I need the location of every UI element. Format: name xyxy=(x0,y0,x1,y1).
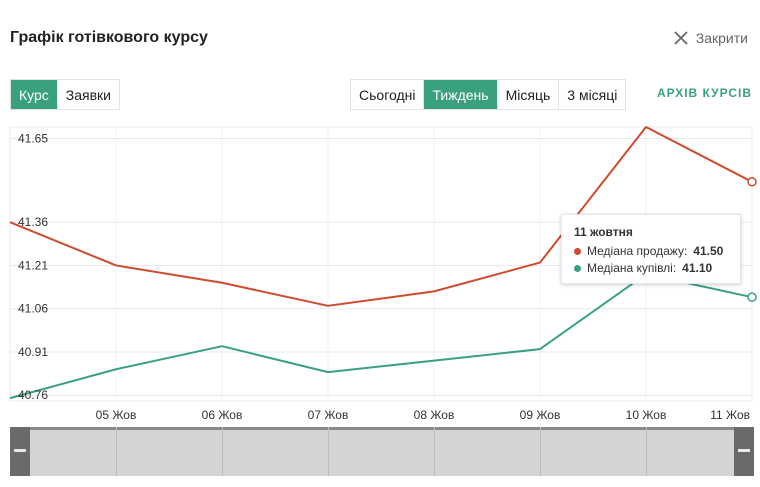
y-tick-label: 40.76 xyxy=(18,388,48,402)
close-label: Закрити xyxy=(695,30,748,46)
tooltip-title: 11 жовтня xyxy=(574,225,633,239)
series-lines xyxy=(9,126,757,400)
tooltip-sell-value: 41.50 xyxy=(693,244,724,258)
y-tick-label: 41.36 xyxy=(18,215,48,229)
navigator-right-handle[interactable] xyxy=(734,427,754,476)
buy-hover-point[interactable] xyxy=(747,292,757,302)
navigator-divider xyxy=(540,427,541,476)
plot-frame xyxy=(9,126,753,402)
chart-tooltip: 11 жовтня Медіана продажу: 41.50 Медіана… xyxy=(561,214,741,284)
x-tick-label: 07 Жов xyxy=(308,408,349,422)
close-button[interactable]: Закрити xyxy=(674,30,748,46)
page-title: Графік готівкового курсу xyxy=(10,29,208,46)
sell-hover-point[interactable] xyxy=(747,177,757,187)
x-tick-label: 10 Жов xyxy=(626,408,667,422)
close-icon xyxy=(674,31,688,45)
tab-today[interactable]: Сьогодні xyxy=(351,80,424,109)
x-tick-label: 06 Жов xyxy=(202,408,243,422)
tab-month[interactable]: Місяць xyxy=(496,80,559,109)
buy-series-line xyxy=(9,273,753,400)
period-switch: Сьогодні Тиждень Місяць 3 місяці xyxy=(350,79,627,110)
sell-dot-icon xyxy=(574,247,581,255)
tab-requests[interactable]: Заявки xyxy=(56,80,120,109)
buy-dot-icon xyxy=(574,264,581,272)
tab-3-months[interactable]: 3 місяці xyxy=(558,80,626,109)
x-tick-label: 11 Жов xyxy=(710,408,750,422)
archive-link[interactable]: АРХІВ КУРСІВ xyxy=(656,86,752,100)
tooltip-buy-row: Медіана купівлі: 41.10 xyxy=(574,261,728,275)
tab-week[interactable]: Тиждень xyxy=(423,80,497,109)
tooltip-sell-row: Медіана продажу: 41.50 xyxy=(574,244,728,258)
mode-switch: Курс Заявки xyxy=(10,79,121,110)
tooltip-buy-value: 41.10 xyxy=(682,261,713,275)
y-tick-label: 41.21 xyxy=(18,258,48,272)
navigator-divider xyxy=(222,427,223,476)
tooltip-buy-label: Медіана купівлі: xyxy=(587,261,677,275)
navigator-track xyxy=(10,427,754,430)
y-tick-label: 41.06 xyxy=(18,302,48,316)
navigator-divider xyxy=(434,427,435,476)
x-tick-label: 08 Жов xyxy=(414,408,455,422)
y-tick-label: 40.91 xyxy=(18,345,48,359)
tooltip-sell-label: Медіана продажу: xyxy=(587,244,688,258)
navigator-left-handle[interactable] xyxy=(10,427,30,476)
axis-labels: 40.76 40.91 41.06 41.21 41.36 41.65 05 Жов 06 Ж… xyxy=(18,132,750,422)
navigator-divider xyxy=(646,427,647,476)
y-tick-label: 41.65 xyxy=(18,132,48,146)
tab-rate[interactable]: Курс xyxy=(11,80,57,109)
navigator-divider xyxy=(328,427,329,476)
x-tick-label: 05 Жов xyxy=(96,408,137,422)
range-navigator[interactable] xyxy=(10,427,754,476)
sell-series-line xyxy=(9,126,753,307)
navigator-divider xyxy=(116,427,117,476)
x-tick-label: 09 Жов xyxy=(520,408,561,422)
